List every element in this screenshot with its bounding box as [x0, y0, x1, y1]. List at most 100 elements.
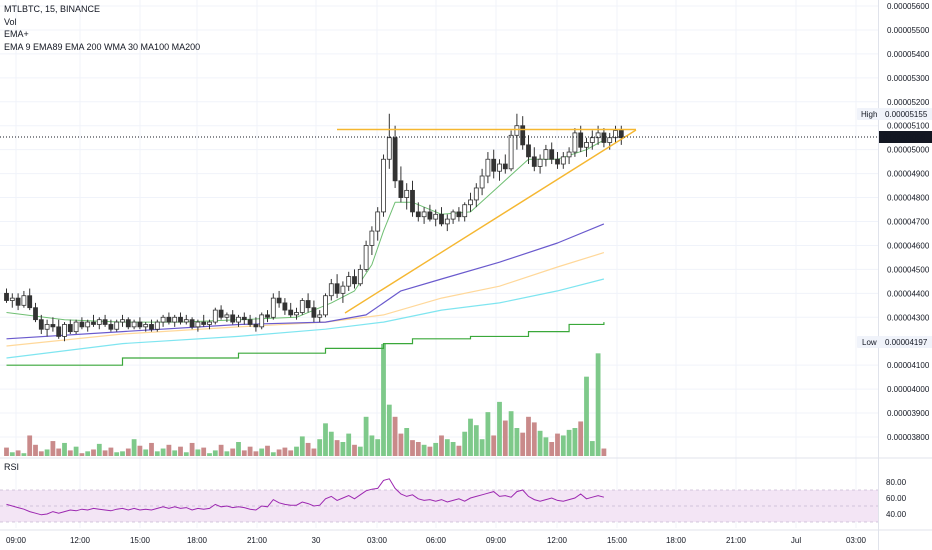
volume-bar: [15, 450, 21, 456]
candle-body: [317, 314, 323, 318]
candle-body: [120, 319, 125, 323]
volume-bar: [236, 442, 241, 456]
candle-body: [386, 137, 392, 160]
candle-body: [114, 321, 120, 330]
candle-body: [473, 187, 479, 201]
price-tick-label: 0.00005000: [887, 146, 930, 155]
time-tick-label: 03:00: [846, 536, 867, 545]
volume-bar: [212, 450, 218, 456]
price-tick-label: 0.00004500: [887, 265, 930, 274]
volume-bar: [253, 451, 259, 456]
candle-body: [44, 324, 50, 330]
candle-body: [143, 324, 149, 328]
candle-body: [479, 175, 485, 189]
low-value: 0.00004197: [885, 338, 928, 347]
candle-body: [108, 324, 114, 330]
candle-body: [578, 132, 584, 148]
volume-bar: [224, 451, 230, 456]
low-label-box: [857, 336, 879, 348]
volume-bar: [195, 449, 201, 456]
time-tick-label: 12:00: [547, 536, 568, 545]
candle-body: [410, 189, 415, 213]
candle-body: [468, 199, 473, 206]
volume-bar: [410, 440, 415, 456]
volume-bar: [201, 447, 207, 456]
volume-bar: [468, 418, 473, 456]
volume-bar: [398, 433, 404, 456]
price-grid: [0, 0, 878, 528]
candle-body: [4, 292, 9, 301]
price-tick-label: 0.00004000: [887, 385, 930, 394]
volume-bar: [282, 447, 288, 456]
candle-body: [276, 297, 282, 304]
candle-body: [236, 316, 241, 323]
low-label: Low: [862, 338, 877, 347]
candle-body: [613, 130, 618, 139]
candle-body: [201, 321, 207, 325]
time-tick-label: 12:00: [70, 536, 91, 545]
candle-body: [102, 319, 108, 325]
candle-body: [79, 321, 85, 328]
candle-body: [601, 132, 607, 143]
volume-bar: [108, 447, 114, 456]
high-label: High: [861, 110, 877, 119]
candle-body: [381, 158, 386, 213]
volume-bar: [328, 431, 334, 456]
volume-bar: [265, 445, 270, 456]
high-value-box: [879, 108, 932, 120]
volume-bar: [369, 435, 375, 456]
rsi-pane: 80.00 60.00 40.00: [0, 478, 907, 523]
low-value-box: [879, 336, 932, 348]
legend-symbol[interactable]: MTLBTC, 15, BINANCE: [4, 4, 101, 14]
legend-indicators[interactable]: EMA 9 EMA89 EMA 200 WMA 30 MA100 MA200: [4, 41, 201, 52]
volume-bar: [508, 411, 514, 456]
volume-bar: [381, 344, 386, 456]
chart-legend: MTLBTC, 15, BINANCE Vol EMA+ EMA 9 EMA89…: [4, 3, 200, 53]
volume-bar: [456, 445, 462, 456]
candle-body: [311, 307, 317, 318]
candle-body: [357, 268, 363, 285]
candle-body: [265, 314, 270, 318]
volume-bar: [230, 448, 236, 456]
legend-ema[interactable]: EMA+: [4, 29, 29, 39]
rsi-label[interactable]: RSI: [4, 462, 20, 472]
volume-bar: [160, 448, 166, 456]
legend-vol[interactable]: Vol: [4, 16, 17, 27]
time-tick-label: 15:00: [130, 536, 151, 545]
volume-bar: [346, 433, 352, 456]
candle-body: [195, 321, 201, 328]
volume-bar: [73, 446, 79, 456]
volume-bar: [485, 412, 491, 456]
candle-body: [328, 283, 334, 297]
volume-bar: [363, 416, 369, 456]
price-tick-label: 0.00004100: [887, 361, 930, 370]
volume-bar: [392, 416, 398, 456]
time-axis: 09:00 12:00 15:00 18:00 21:00 30 03:00 06:00 09:…: [6, 536, 867, 545]
volume-bar: [183, 452, 189, 456]
volume-bar: [560, 435, 566, 456]
candle-body: [618, 130, 624, 139]
candle-body: [404, 189, 410, 198]
volume-bar: [514, 428, 520, 456]
volume-bar: [404, 428, 410, 456]
price-tick-label: 0.00005500: [887, 26, 930, 35]
volume-bar: [299, 436, 305, 456]
time-tick-label: 21:00: [247, 536, 268, 545]
volume-bar: [120, 451, 125, 456]
ema89-line: [6, 223, 605, 340]
rsi-line: [6, 478, 605, 516]
volume-bar: [33, 444, 38, 456]
candle-body: [543, 149, 549, 160]
volume-bar: [27, 435, 33, 456]
volume-bar: [444, 439, 450, 456]
price-tick-label: 0.00004800: [887, 194, 930, 203]
price-tick-label: 0.00005200: [887, 98, 930, 107]
candle-body: [154, 321, 160, 330]
volume-bar: [526, 416, 531, 456]
candle-body: [149, 324, 154, 330]
candle-body: [439, 213, 444, 225]
volume-bar: [294, 446, 299, 456]
volume-bar: [433, 442, 439, 456]
